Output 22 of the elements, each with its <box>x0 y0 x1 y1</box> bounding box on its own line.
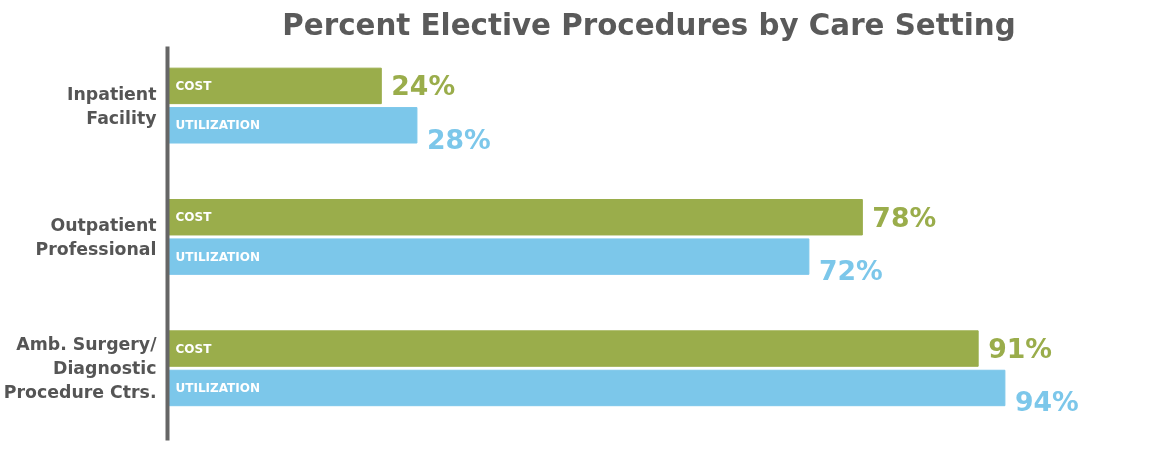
y-tick-label: Amb. Surgery/ Diagnostic Procedure Ctrs. <box>3 334 158 403</box>
bar <box>167 199 863 236</box>
text: COST <box>175 210 212 225</box>
text: COST <box>175 341 212 356</box>
bar <box>167 369 1006 407</box>
bar <box>167 238 810 275</box>
bar <box>167 107 418 144</box>
text: UTILIZATION <box>175 249 260 264</box>
bar <box>167 67 382 105</box>
series-label: UTILIZATION <box>175 118 260 133</box>
data-label: 72% <box>818 255 883 287</box>
y-tick-label: Inpatient Facility <box>67 83 157 128</box>
data-label: 24% <box>391 70 456 102</box>
chart-title: Percent Elective Procedures by Care Setting <box>282 7 1016 42</box>
data-label: 78% <box>872 201 937 233</box>
data-label: 28% <box>426 123 491 155</box>
data-label: 91% <box>988 333 1052 365</box>
series-label: COST <box>175 78 213 93</box>
text: UTILIZATION <box>175 380 260 395</box>
y-tick-label: Outpatient Professional <box>35 214 157 259</box>
bar <box>167 330 979 367</box>
data-label: 94% <box>1014 386 1079 418</box>
